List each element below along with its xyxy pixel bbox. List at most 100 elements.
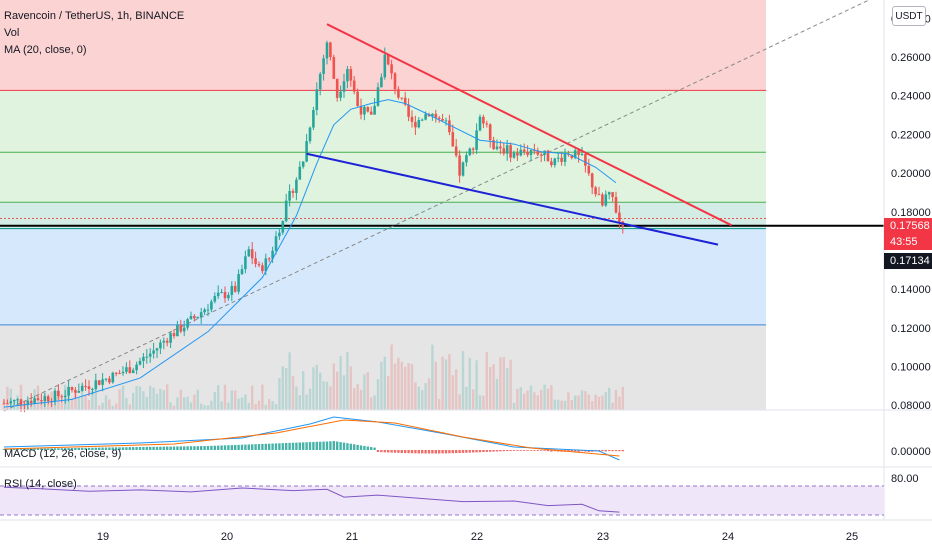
volume-bar (115, 403, 118, 410)
volume-bar (370, 397, 373, 410)
volume-bar (149, 385, 152, 410)
candle-body (563, 153, 567, 162)
candle-body (250, 249, 254, 259)
candle-body (53, 390, 57, 402)
candle-body (182, 327, 186, 332)
candle-body (400, 97, 404, 99)
candle-body (244, 256, 247, 270)
macd-histogram-bar (495, 450, 499, 452)
macd-histogram-bar (111, 447, 114, 450)
candle-body (152, 350, 155, 354)
line-price-tag: 0.17134 (884, 253, 932, 269)
volume-bar (489, 367, 492, 410)
candle-body (346, 69, 349, 82)
volume-bar (550, 385, 553, 410)
candle-body (2, 403, 6, 405)
candle-body (36, 398, 40, 401)
candle-body (77, 390, 81, 393)
candle-body (128, 367, 132, 374)
volume-bar (210, 400, 213, 410)
candle-body (492, 140, 495, 150)
candle-body (386, 54, 390, 65)
macd-histogram-bar (315, 441, 318, 450)
macd-histogram-bar (227, 445, 230, 450)
candle-body (227, 294, 230, 299)
candle-body (590, 173, 594, 188)
volume-bar (217, 385, 220, 410)
volume-bar (475, 360, 478, 410)
volume-bar (176, 397, 179, 410)
candle-body (475, 130, 478, 150)
macd-histogram-bar (577, 450, 580, 452)
candle-body (67, 386, 70, 396)
macd-histogram-bar (325, 441, 329, 450)
volume-bar (189, 402, 193, 410)
macd-histogram-bar (162, 446, 165, 450)
candle-body (281, 221, 285, 233)
candle-body (203, 309, 206, 313)
volume-bar (179, 389, 182, 410)
candle-body (315, 89, 319, 111)
currency-button[interactable]: USDT (892, 6, 926, 26)
macd-histogram-bar (302, 442, 305, 450)
volume-bar (40, 400, 43, 410)
volume-bar (2, 400, 6, 410)
candle-body (6, 403, 9, 405)
macd-histogram-bar (84, 447, 87, 450)
candle-body (329, 42, 332, 57)
macd-histogram-bar (366, 446, 369, 450)
candle-body (349, 69, 353, 81)
volume-bar (339, 356, 342, 410)
volume-bar (560, 400, 563, 410)
macd-histogram-bar (332, 441, 335, 450)
macd-histogram-bar (468, 450, 471, 453)
macd-histogram-bar (145, 446, 148, 450)
volume-bar (312, 367, 315, 410)
macd-histogram-bar (356, 444, 359, 450)
y-tick-label: 0.24000 (891, 91, 931, 103)
volume-bar (618, 396, 621, 410)
macd-histogram-bar (342, 442, 346, 450)
volume-bar (91, 390, 94, 410)
candle-body (26, 400, 30, 405)
y-tick-label: 0.14000 (891, 284, 931, 296)
volume-bar (308, 388, 312, 410)
candle-body (80, 386, 84, 391)
macd-histogram-bar (397, 450, 400, 453)
volume-bar (84, 395, 87, 410)
candle-body (284, 200, 288, 222)
macd-histogram-bar (91, 447, 94, 450)
macd-histogram-bar (414, 450, 417, 454)
macd-histogram-bar (291, 442, 295, 450)
y-tick-label: 0.18000 (891, 207, 931, 219)
macd-histogram-bar (234, 444, 237, 450)
macd-histogram-bar (47, 448, 50, 450)
macd-histogram-bar (349, 443, 352, 450)
macd-histogram-bar (210, 445, 213, 450)
macd-histogram-bar (257, 444, 261, 450)
candle-body (369, 111, 373, 115)
macd-histogram-bar (213, 445, 216, 450)
candle-body (261, 265, 264, 272)
candle-body (407, 104, 410, 117)
macd-histogram-bar (138, 447, 142, 450)
candle-body (468, 148, 472, 156)
candle-body (604, 194, 608, 206)
volume-bar (206, 405, 210, 410)
macd-histogram-bar (489, 450, 492, 452)
macd-histogram-bar (441, 450, 444, 454)
volume-bar (285, 368, 288, 410)
macd-histogram-bar (240, 444, 244, 450)
macd-histogram-bar (261, 443, 264, 450)
volume-bar (70, 398, 74, 410)
macd-histogram-bar (155, 446, 159, 450)
y-tick-label: 0.12000 (891, 323, 931, 335)
volume-bar (13, 400, 16, 410)
macd-histogram-bar (169, 446, 172, 450)
macd-histogram-bar (159, 446, 162, 450)
candle-body (556, 157, 560, 159)
candle-body (505, 145, 509, 154)
macd-histogram-bar (434, 450, 437, 454)
candle-body (352, 80, 356, 92)
